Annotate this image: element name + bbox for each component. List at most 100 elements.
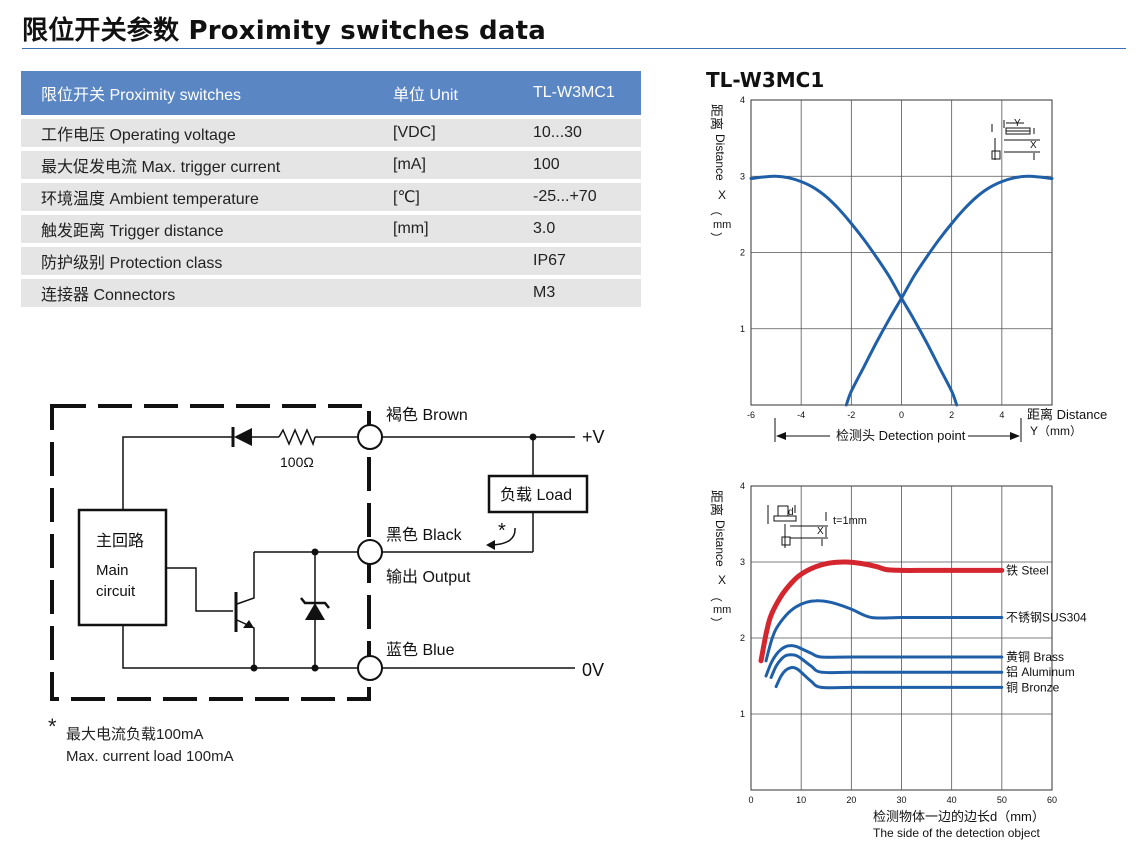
page-title: 限位开关参数 Proximity switches data — [22, 16, 546, 46]
c1-ytick-label: 4 — [740, 96, 745, 105]
c2-ytick-label: 4 — [740, 481, 745, 491]
chart1-title: TL-W3MC1 — [706, 68, 825, 92]
chart1-ylabel-x: X — [718, 188, 726, 202]
terminal-black — [357, 539, 383, 565]
chart1-ylabel-cn: 距离 — [709, 104, 724, 130]
chart2-ylabel-en: Distance — [713, 520, 727, 567]
c1-series-line — [749, 174, 959, 407]
wiring-diagram: 主回路 Main circuit 100Ω — [50, 404, 605, 701]
chart2-ylabel: 距离 Distance X （ mm ） — [709, 490, 731, 629]
chart2-xlabel-1: 检测物体一边的边长d（mm） — [873, 809, 1045, 824]
junction-dots — [250, 433, 537, 672]
c2-series-line — [774, 666, 1004, 690]
c2-ytick-label: 3 — [740, 557, 745, 567]
chart1-inset — [991, 120, 1040, 160]
transistor-emitter-arrow — [243, 620, 254, 628]
chart1-ylabel-paren2: ） — [709, 232, 723, 244]
value-cell: 100 — [513, 151, 641, 179]
table-header-row: 限位开关 Proximity switches 单位 Unit TL-W3MC1 — [21, 71, 641, 115]
c2-series-line — [769, 653, 1004, 679]
load-box — [487, 474, 589, 514]
header-model: TL-W3MC1 — [513, 71, 641, 115]
table-row: 最大促发电流 Max. trigger current [mA] 100 — [21, 151, 641, 179]
unit-cell: [℃] — [373, 183, 513, 211]
spec-table: 限位开关 Proximity switches 单位 Unit TL-W3MC1… — [21, 67, 641, 311]
chart1-inset-x: X — [1030, 140, 1037, 151]
c1-xtick-label: 0 — [899, 410, 904, 420]
chart2-series-label: 不锈钢SUS304 — [1006, 610, 1087, 624]
chart2-xlabel-2: The side of the detection object — [873, 826, 1040, 840]
chart2-series-label: 黄铜 Brass — [1006, 649, 1064, 664]
c2-xtick-label: 30 — [896, 795, 906, 805]
c2-xtick-label: 10 — [796, 795, 806, 805]
param-cell: 环境温度 Ambient temperature — [21, 183, 373, 211]
table-row: 连接器 Connectors M3 — [21, 279, 641, 307]
chart2-inset-x: X — [817, 526, 824, 537]
table-row: 环境温度 Ambient temperature [℃] -25...+70 — [21, 183, 641, 211]
plus-v-label: +V — [582, 427, 605, 447]
chart1-xticks: -6 -4 -2 0 2 4 — [747, 410, 1004, 420]
value-cell: -25...+70 — [513, 183, 641, 211]
footnote-en: Max. current load 100mA — [66, 748, 234, 765]
chart2-xticks: 0 10 20 30 40 50 60 — [748, 795, 1057, 805]
c2-xtick-label: 0 — [748, 795, 753, 805]
terminal-brown — [357, 424, 383, 450]
chart2-ylabel-x: X — [718, 573, 726, 587]
c2-xtick-label: 20 — [846, 795, 856, 805]
c1-ytick-label: 3 — [740, 171, 745, 181]
chart1-grid — [750, 99, 1053, 406]
param-cell: 触发距离 Trigger distance — [21, 215, 373, 243]
diode-symbol — [231, 427, 252, 447]
param-cell: 连接器 Connectors — [21, 279, 373, 307]
unit-cell: [mA] — [373, 151, 513, 179]
chart1-xlabel-2: Y（mm） — [1030, 424, 1082, 438]
resistor-symbol — [278, 428, 316, 447]
output-arrow — [491, 527, 516, 546]
header-parameter: 限位开关 Proximity switches — [21, 71, 373, 115]
terminal-blue — [357, 655, 383, 681]
unit-cell — [373, 247, 513, 275]
value-cell: M3 — [513, 279, 641, 307]
zero-v-label: 0V — [582, 660, 604, 680]
zener-diode-symbol — [300, 597, 330, 620]
chart1-annotation: 检测头 Detection point — [836, 428, 966, 443]
main-circuit-en-2: circuit — [96, 583, 136, 600]
value-cell: 3.0 — [513, 215, 641, 243]
table-row: 防护级别 Protection class IP67 — [21, 247, 641, 275]
c2-xtick-label: 50 — [997, 795, 1007, 805]
chart2-grid — [750, 485, 1053, 791]
param-cell: 工作电压 Operating voltage — [21, 119, 373, 147]
param-cell: 防护级别 Protection class — [21, 247, 373, 275]
unit-cell: [VDC] — [373, 119, 513, 147]
c1-ytick-label: 2 — [740, 248, 745, 258]
blue-label: 蓝色 Blue — [386, 641, 455, 659]
c1-xtick-label: -6 — [747, 410, 755, 420]
resistor-label: 100Ω — [280, 454, 314, 470]
main-circuit-cn: 主回路 — [96, 532, 144, 550]
c1-ytick-label: 1 — [740, 324, 745, 334]
chart2-ylabel-paren2: ） — [709, 617, 723, 629]
chart2-series-label: 铜 Bronze — [1006, 679, 1060, 694]
black-label: 黑色 Black — [386, 526, 463, 544]
wires — [122, 436, 575, 669]
chart2-inset — [767, 505, 828, 548]
main-circuit-en-1: Main — [96, 562, 129, 579]
chart2-inset-t: t=1mm — [833, 515, 867, 527]
chart1-inset-y: Y — [1014, 118, 1021, 129]
chart1-series — [749, 174, 1054, 407]
c1-xtick-label: -2 — [847, 410, 855, 420]
param-cell: 最大促发电流 Max. trigger current — [21, 151, 373, 179]
chart1-ylabel: 距离 Distance X （ mm ） — [709, 104, 731, 244]
load-label: 负载 Load — [500, 486, 572, 504]
chart1-yticks: 1 2 3 4 — [740, 96, 745, 334]
chart1-ylabel-mm: mm — [713, 219, 731, 231]
unit-cell: [mm] — [373, 215, 513, 243]
detection-point-arrow — [774, 418, 1022, 442]
c2-ytick-label: 2 — [740, 633, 745, 643]
chart2-series — [758, 559, 1005, 690]
c2-series-line — [764, 644, 1004, 678]
footnote-cn: 最大电流负载100mA — [66, 726, 204, 743]
